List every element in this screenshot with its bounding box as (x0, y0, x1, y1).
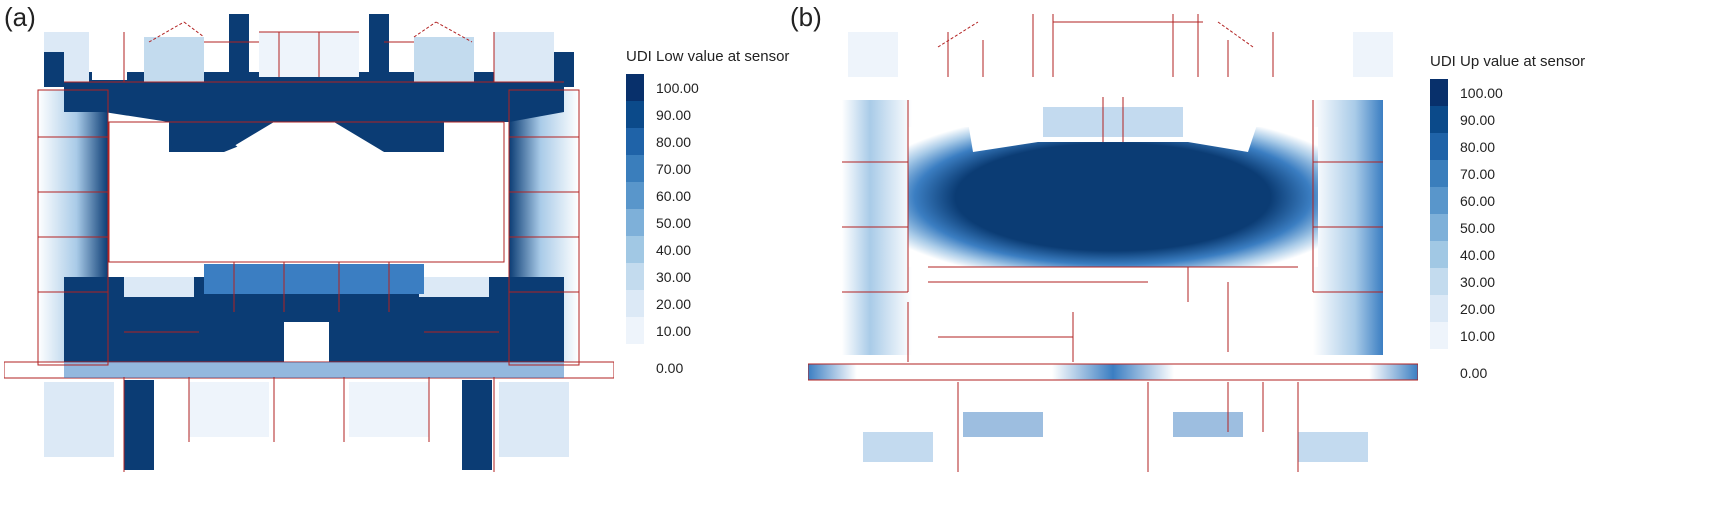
panel-b-legend-swatch (1430, 106, 1448, 133)
a-courtyard (109, 122, 504, 262)
panel-b-legend-tick-label: 50.00 (1460, 220, 1496, 236)
b-upper-room-tint (1043, 107, 1183, 137)
a-top-room-6 (494, 32, 554, 82)
panel-b-legend-swatch (1430, 79, 1448, 106)
panel-a-legend-tick-label: 80.00 (656, 134, 692, 150)
a-bottom-light-3 (284, 322, 329, 364)
panel-b-legend-tick-label: 90.00 (1460, 112, 1496, 128)
a-bottom-light-1 (124, 277, 194, 297)
panel-b-legend-swatch (1430, 322, 1448, 349)
b-top-room-1 (848, 32, 898, 77)
a-lower-room-4 (499, 382, 569, 457)
panel-b-legend-swatch (1430, 241, 1448, 268)
panel-a-legend-swatch (626, 128, 644, 155)
a-bottom-light-2 (419, 277, 489, 297)
a-bottom-dark-band (64, 277, 564, 364)
a-top-room-2 (92, 20, 127, 80)
b-walls (842, 14, 1383, 472)
panel-b-legend-tick-label: 40.00 (1460, 247, 1496, 263)
a-top-notch (169, 132, 244, 154)
panel-b-legend-tick-label: 70.00 (1460, 166, 1496, 182)
panel-a-legend-swatch (626, 290, 644, 317)
panel-b-legend-tick-label: 80.00 (1460, 139, 1496, 155)
panel-b-legend-tick-label: 0.00 (1460, 365, 1488, 381)
a-bottom-mid-light (204, 264, 424, 294)
a-top-room-5 (414, 37, 474, 82)
a-lower-tower-1 (124, 380, 154, 470)
panel-b-legend: UDI Up value at sensor 100.00 90.00 80.00 7… (1430, 53, 1630, 393)
panel-a-legend-tick-label: 20.00 (656, 296, 692, 312)
b-courtyard-core (908, 127, 1318, 267)
panel-a-legend: UDI Low value at sensor 100.00 90.00 80.00… (626, 48, 826, 388)
panel-b-label: (b) (790, 2, 822, 32)
a-roof-lines (148, 21, 473, 43)
panel-a-legend-tick-label: 70.00 (656, 161, 692, 177)
panel-a-legend-tick-label: 10.00 (656, 323, 692, 339)
panel-a-legend-swatch (626, 182, 644, 209)
a-top-corner-l (44, 52, 64, 87)
a-lower-tower-2 (462, 380, 492, 470)
panel-b-legend-title: UDI Up value at sensor (1430, 53, 1586, 70)
panel-b-legend-swatch (1430, 268, 1448, 295)
panel-b-legend-bar (1430, 79, 1448, 349)
a-top-room-3 (144, 37, 204, 82)
panel-b-legend-tick-label: 20.00 (1460, 301, 1496, 317)
panel-a-legend-title: UDI Low value at sensor (626, 48, 790, 65)
a-walls (37, 31, 580, 472)
panel-a-legend-tick-label: 0.00 (656, 360, 684, 376)
a-lower-room-1 (44, 382, 114, 457)
panel-a-floor-plan (4, 14, 614, 472)
panel-a-legend-swatch (626, 74, 644, 101)
panel-a-legend-swatch (626, 101, 644, 128)
b-lower-room-4 (1298, 432, 1368, 462)
panel-a-legend-tick-label: 90.00 (656, 107, 692, 123)
panel-b-legend-tick-label: 30.00 (1460, 274, 1496, 290)
panel-a-legend-tick-label: 100.00 (656, 80, 699, 96)
panel-b-legend-swatch (1430, 214, 1448, 241)
panel-a-legend-tick-label: 40.00 (656, 242, 692, 258)
panel-b-legend-swatch (1430, 160, 1448, 187)
a-lower-room-3 (349, 382, 429, 437)
panel-b-legend-swatch (1430, 187, 1448, 214)
panel-a-label: (a) (4, 2, 36, 32)
a-top-tower-2 (369, 14, 389, 84)
panel-a-legend-tick-label: 30.00 (656, 269, 692, 285)
b-lower-room-1 (863, 432, 933, 462)
a-top-room-4 (259, 32, 359, 77)
panel-a-legend-bar (626, 74, 644, 344)
b-lower-room-3 (1173, 412, 1243, 437)
b-bottom-corridor (808, 363, 1418, 381)
a-lower-room-2 (189, 382, 269, 437)
panel-b-legend-swatch (1430, 295, 1448, 322)
panel-a-legend-swatch (626, 209, 644, 236)
panel-b-legend-tick-label: 100.00 (1460, 85, 1503, 101)
b-top-room-2 (1353, 32, 1393, 77)
b-lower-room-2 (963, 412, 1043, 437)
panel-a-legend-tick-label: 50.00 (656, 215, 692, 231)
panel-b-legend-swatch (1430, 133, 1448, 160)
b-roof-lines (937, 21, 1254, 48)
panel-a-legend-swatch (626, 236, 644, 263)
panel-a-legend-swatch (626, 263, 644, 290)
a-top-corner-r (554, 52, 574, 87)
panel-b-floor-plan (808, 14, 1418, 472)
panel-b-legend-tick-label: 10.00 (1460, 328, 1496, 344)
a-top-tower-1 (229, 14, 249, 84)
panel-a-legend-swatch (626, 317, 644, 344)
panel-a-legend-tick-label: 60.00 (656, 188, 692, 204)
panel-b-legend-tick-label: 60.00 (1460, 193, 1496, 209)
a-bottom-corridor-tint (64, 362, 564, 378)
panel-a-legend-swatch (626, 155, 644, 182)
